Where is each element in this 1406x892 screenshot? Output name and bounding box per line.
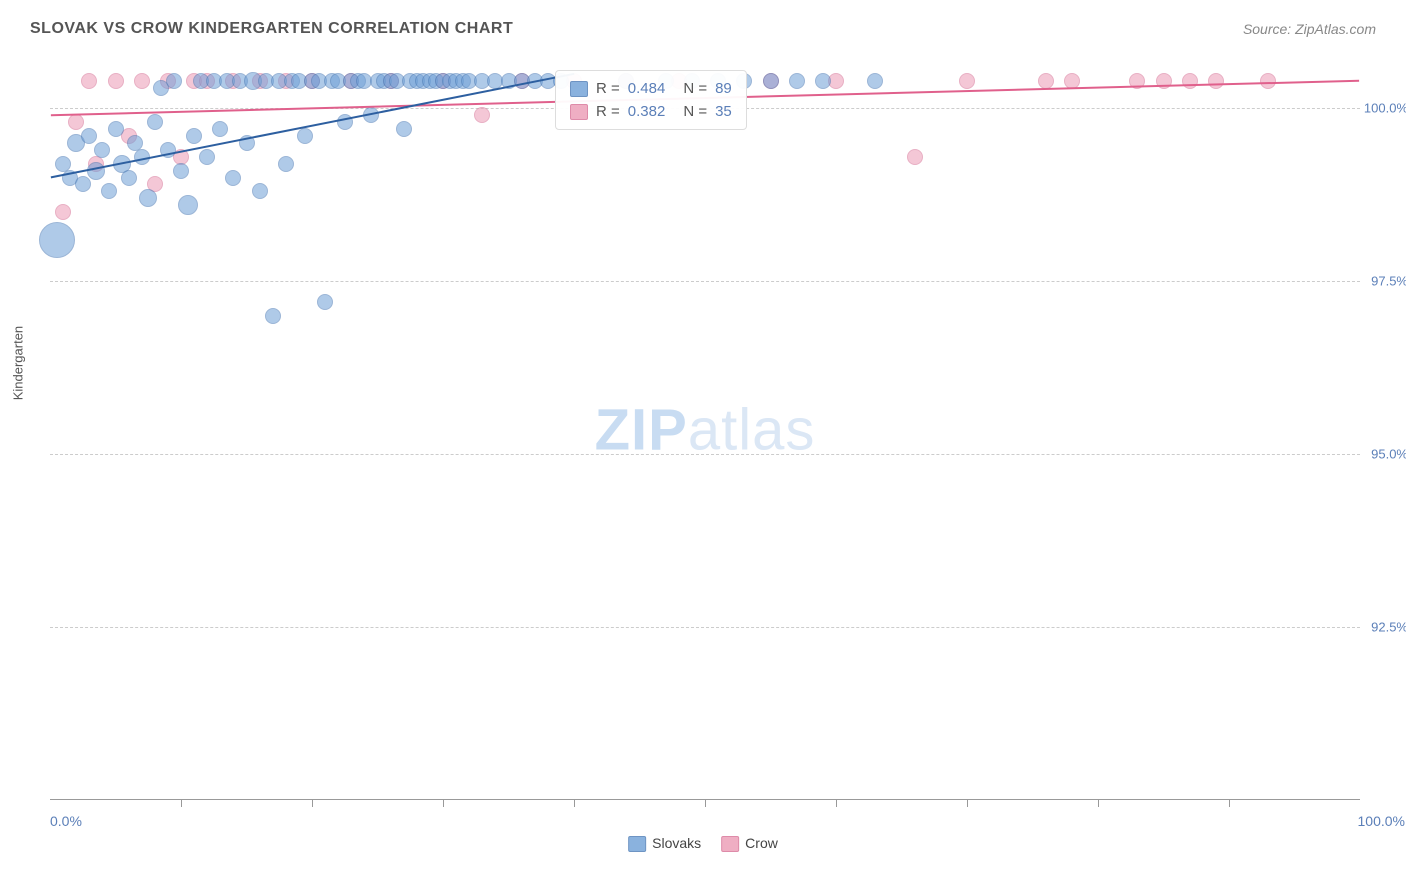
gridline — [50, 454, 1360, 455]
datapoint-crow — [1182, 73, 1198, 89]
datapoint-crow — [1208, 73, 1224, 89]
legend-label-slovaks: Slovaks — [652, 835, 701, 851]
xaxis-tick — [836, 799, 837, 807]
datapoint-slovaks — [396, 121, 412, 137]
datapoint-slovaks — [139, 189, 157, 207]
datapoint-crow — [68, 114, 84, 130]
datapoint-slovaks — [39, 222, 75, 258]
datapoint-crow — [1129, 73, 1145, 89]
xaxis-tick — [312, 799, 313, 807]
xaxis-min-label: 0.0% — [50, 813, 82, 829]
datapoint-slovaks — [297, 128, 313, 144]
datapoint-crow — [1156, 73, 1172, 89]
datapoint-slovaks — [87, 162, 105, 180]
legend-n-label: N = — [683, 80, 707, 97]
datapoint-slovaks — [173, 163, 189, 179]
legend-n-value-slovaks: 89 — [715, 80, 732, 97]
correlation-legend: R = 0.484 N = 89 R = 0.382 N = 35 — [555, 70, 747, 130]
legend-n-label: N = — [683, 103, 707, 120]
legend-swatch-icon — [721, 836, 739, 852]
xaxis-tick — [1098, 799, 1099, 807]
yaxis-tick-label: 95.0% — [1371, 447, 1406, 462]
legend-label-crow: Crow — [745, 835, 778, 851]
legend-row-slovaks: R = 0.484 N = 89 — [570, 77, 732, 100]
xaxis-tick — [705, 799, 706, 807]
yaxis-title: Kindergarten — [11, 325, 26, 399]
datapoint-slovaks — [225, 170, 241, 186]
bottom-legend: Slovaks Crow — [628, 835, 778, 852]
yaxis-tick-label: 100.0% — [1364, 101, 1406, 116]
datapoint-slovaks — [166, 73, 182, 89]
datapoint-slovaks — [278, 156, 294, 172]
legend-item-slovaks: Slovaks — [628, 835, 701, 852]
datapoint-slovaks — [75, 176, 91, 192]
legend-row-crow: R = 0.382 N = 35 — [570, 100, 732, 123]
datapoint-crow — [134, 73, 150, 89]
legend-swatch-icon — [628, 836, 646, 852]
datapoint-slovaks — [186, 128, 202, 144]
legend-r-label: R = — [596, 103, 620, 120]
datapoint-crow — [1260, 73, 1276, 89]
datapoint-slovaks — [265, 308, 281, 324]
datapoint-crow — [1038, 73, 1054, 89]
gridline — [50, 281, 1360, 282]
datapoint-crow — [959, 73, 975, 89]
datapoint-slovaks — [252, 183, 268, 199]
datapoint-slovaks — [81, 128, 97, 144]
datapoint-crow — [81, 73, 97, 89]
gridline — [50, 627, 1360, 628]
datapoint-slovaks — [317, 294, 333, 310]
datapoint-crow — [108, 73, 124, 89]
xaxis-tick — [1229, 799, 1230, 807]
xaxis-tick — [967, 799, 968, 807]
datapoint-slovaks — [239, 135, 255, 151]
legend-r-value-crow: 0.382 — [628, 103, 666, 120]
datapoint-slovaks — [121, 170, 137, 186]
datapoint-slovaks — [94, 142, 110, 158]
datapoint-slovaks — [147, 114, 163, 130]
legend-r-value-slovaks: 0.484 — [628, 80, 666, 97]
xaxis-tick — [181, 799, 182, 807]
xaxis-tick — [443, 799, 444, 807]
chart-title: SLOVAK VS CROW KINDERGARTEN CORRELATION … — [30, 20, 513, 38]
datapoint-slovaks — [134, 149, 150, 165]
datapoint-crow — [55, 204, 71, 220]
datapoint-slovaks — [337, 114, 353, 130]
datapoint-slovaks — [199, 149, 215, 165]
datapoint-crow — [1064, 73, 1080, 89]
legend-n-value-crow: 35 — [715, 103, 732, 120]
xaxis-tick — [574, 799, 575, 807]
datapoint-slovaks — [867, 73, 883, 89]
datapoint-slovaks — [160, 142, 176, 158]
datapoint-slovaks — [815, 73, 831, 89]
chart-area: ZIPatlas Kindergarten 92.5%95.0%97.5%100… — [50, 60, 1360, 800]
legend-r-label: R = — [596, 80, 620, 97]
datapoint-slovaks — [101, 183, 117, 199]
legend-swatch-slovaks — [570, 81, 588, 97]
datapoint-crow — [907, 149, 923, 165]
legend-item-crow: Crow — [721, 835, 778, 852]
datapoint-slovaks — [108, 121, 124, 137]
datapoint-slovaks — [212, 121, 228, 137]
datapoint-slovaks — [178, 195, 198, 215]
yaxis-tick-label: 92.5% — [1371, 620, 1406, 635]
datapoint-slovaks — [789, 73, 805, 89]
legend-swatch-crow — [570, 104, 588, 120]
datapoint-crow — [474, 107, 490, 123]
xaxis-max-label: 100.0% — [1358, 813, 1405, 829]
datapoint-slovaks — [363, 107, 379, 123]
datapoint-slovaks — [763, 73, 779, 89]
source-text: Source: ZipAtlas.com — [1243, 21, 1376, 37]
yaxis-tick-label: 97.5% — [1371, 274, 1406, 289]
